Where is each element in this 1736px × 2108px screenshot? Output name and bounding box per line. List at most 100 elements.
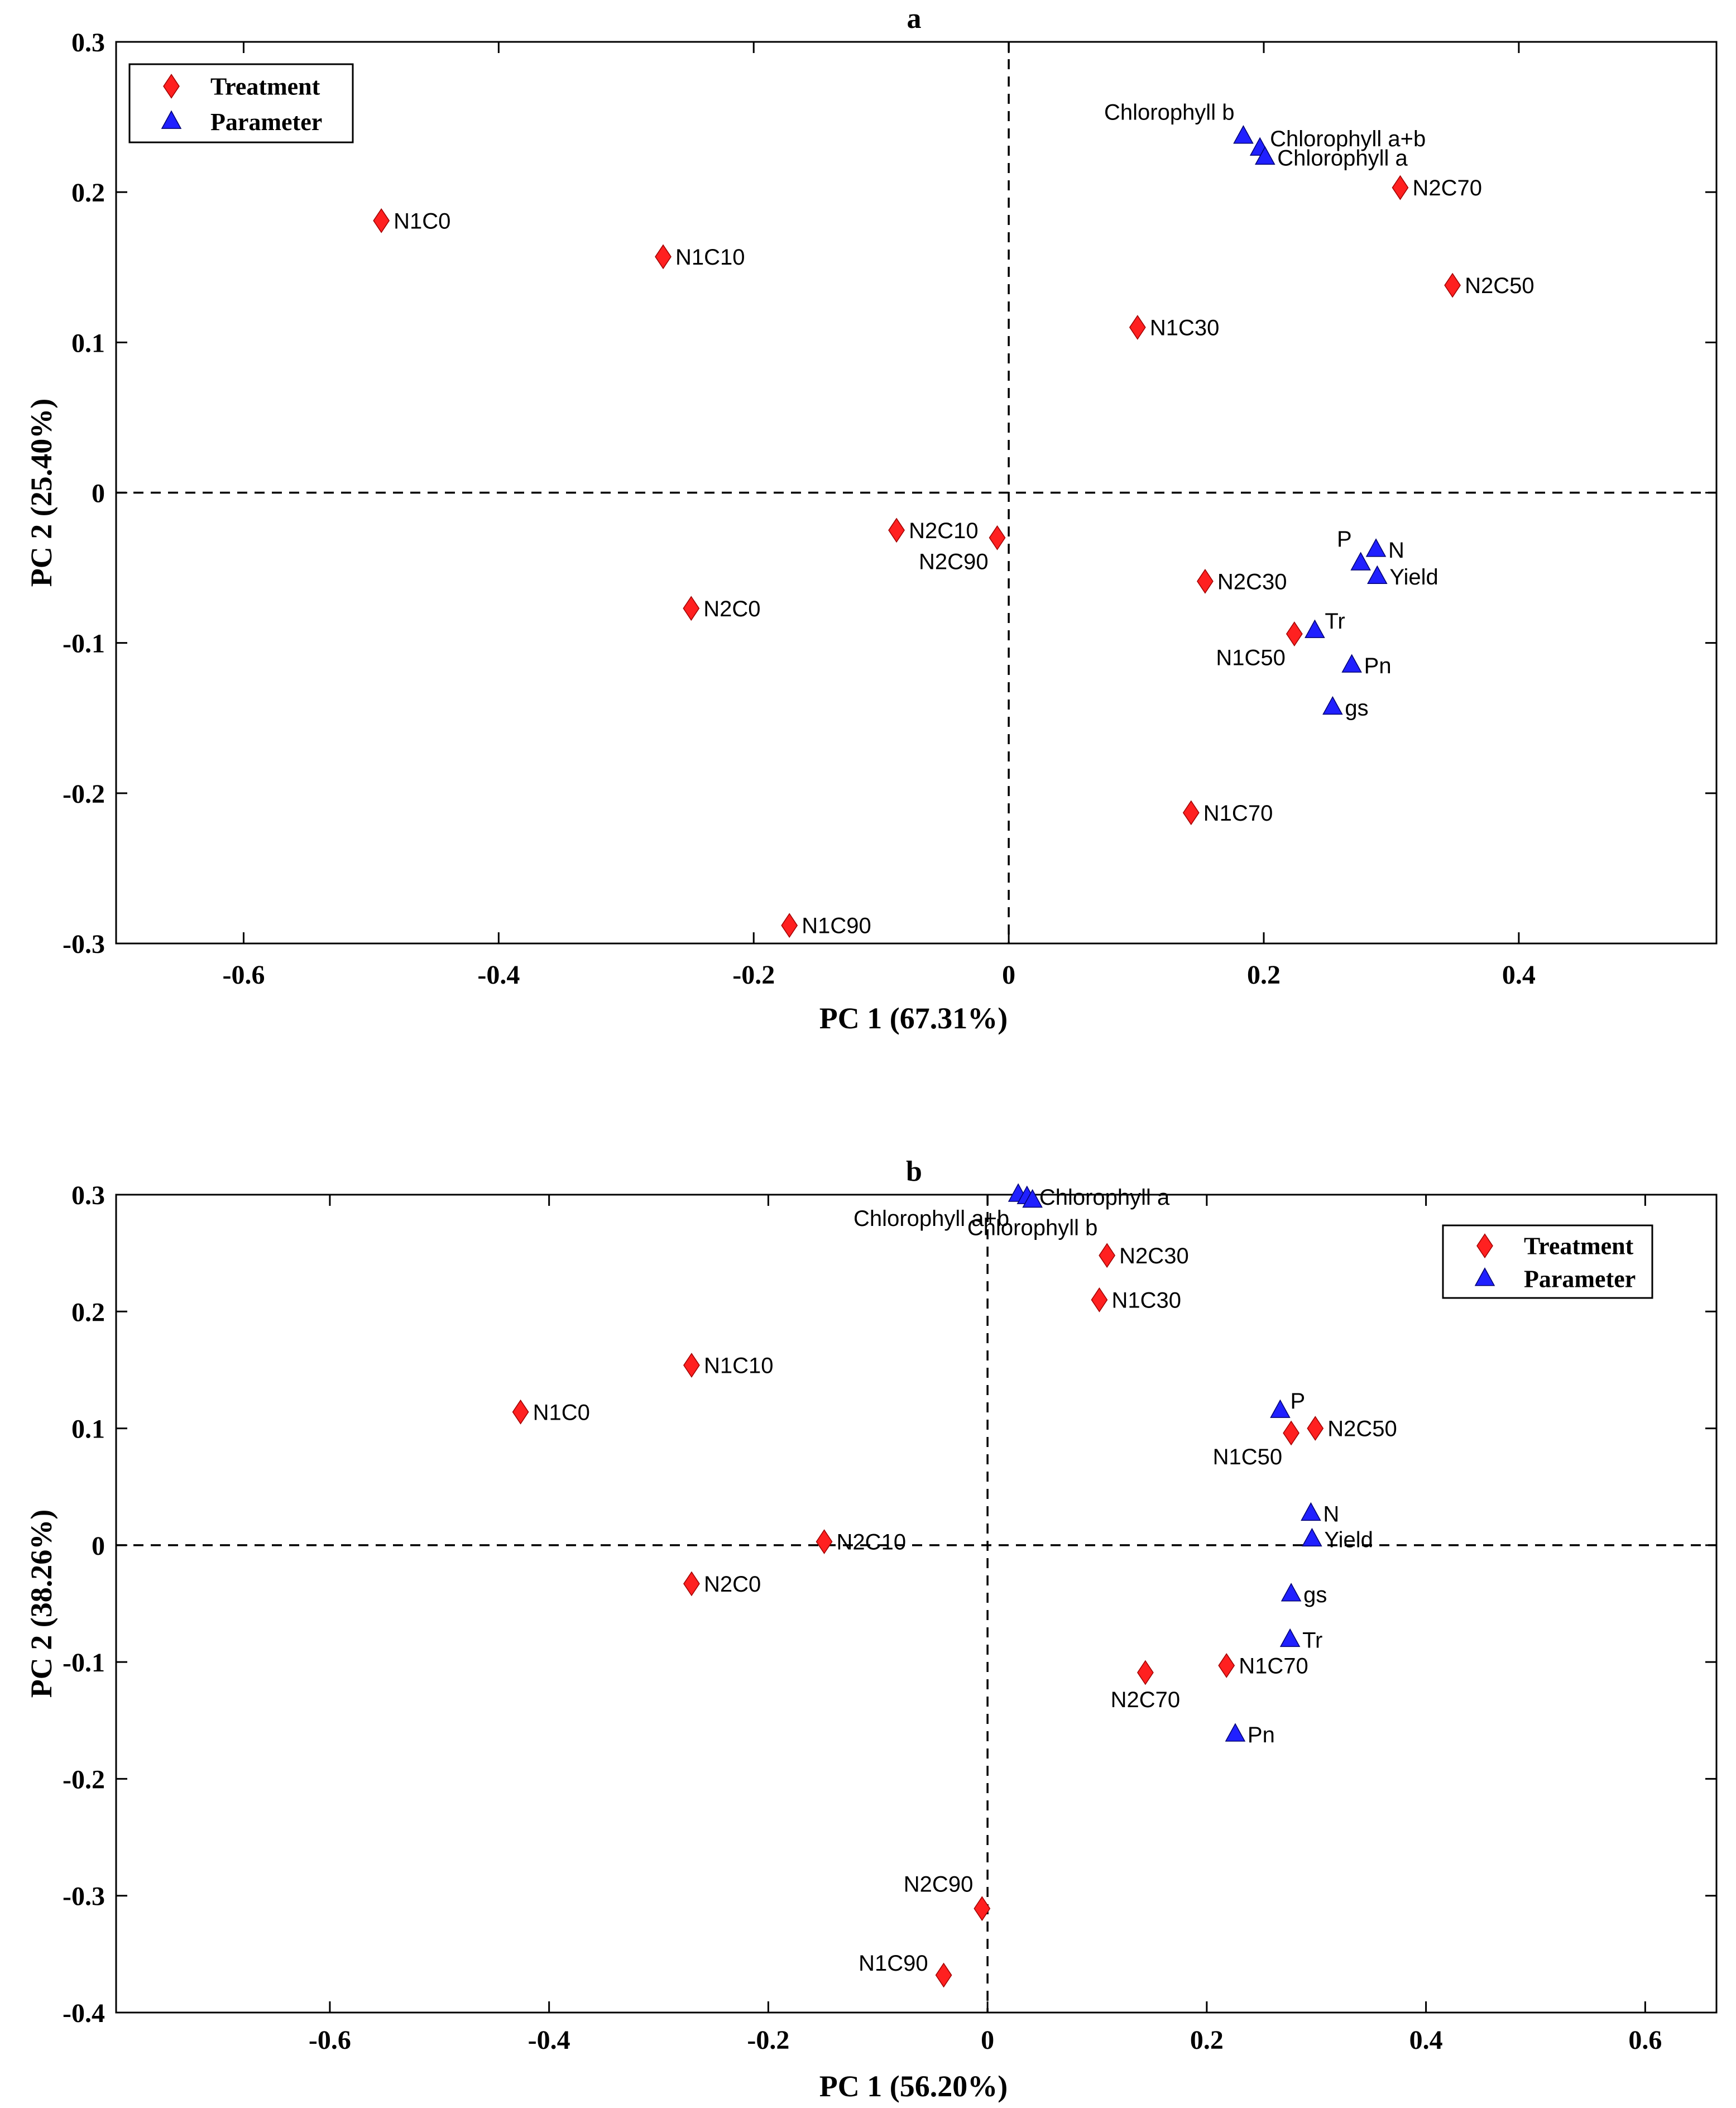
panel-a-treatment-point-n1c90 xyxy=(781,913,798,938)
panel-b-point-label-n2c70: N2C70 xyxy=(1111,1688,1181,1712)
panel-a-parameter-point-p xyxy=(1350,552,1371,571)
panel-a-x-tick-label: 0.2 xyxy=(1247,960,1281,990)
panel-a-point-label-n1c10: N1C10 xyxy=(675,245,745,270)
panel-b-y-tick-label: -0.1 xyxy=(63,1648,105,1678)
panel-a-treatment-point-n2c50 xyxy=(1444,272,1461,298)
panel-b-treatment-point-n2c50 xyxy=(1307,1416,1324,1441)
panel-b-parameter-point-chlorophyll-b xyxy=(1022,1189,1043,1208)
panel-a-y-tick-label: -0.1 xyxy=(63,629,105,659)
panel-a-treatment-point-n2c70 xyxy=(1392,175,1409,200)
panel-a-legend-label-parameter: Parameter xyxy=(210,108,322,136)
panel-b-y-tick-label: 0.1 xyxy=(71,1415,105,1444)
panel-b-treatment-point-n1c30 xyxy=(1091,1287,1108,1312)
panel-a-treatment-point-n1c10 xyxy=(655,244,672,270)
panel-a-chart: -0.6 -0.4 -0.2 0 0.2 0.4 -0.3 -0.2 -0.1 0 0.1 0.2 0.… xyxy=(25,3,1718,1035)
panel-a-treatment-point-n1c0 xyxy=(373,208,390,233)
panel-a-parameter-point-chlorophyll-a xyxy=(1255,146,1275,165)
panel-a-point-label-chlorophyll-a-b: Chlorophyll a+b xyxy=(1270,127,1426,151)
panel-a-point-label-n2c0: N2C0 xyxy=(703,597,760,621)
panel-b-plot-frame xyxy=(115,1194,1718,2014)
panel-b-parameter-point-pn xyxy=(1225,1723,1246,1742)
panel-b-y-tick-label: -0.4 xyxy=(63,1999,105,2028)
panel-a-legend-box xyxy=(128,63,354,143)
panel-a-x-axis-label: PC 1 (67.31%) xyxy=(819,1002,1008,1035)
panel-b-point-label-yield: Yield xyxy=(1324,1527,1373,1552)
panel-a-point-label-tr: Tr xyxy=(1325,609,1345,634)
panel-b-treatment-point-n1c90 xyxy=(935,1962,952,1988)
panel-a-point-label-n2c70: N2C70 xyxy=(1412,176,1482,200)
panel-b-parameter-point-gs xyxy=(1281,1583,1302,1602)
panel-a-y-tick-label: 0.2 xyxy=(71,178,105,208)
panel-b-legend-label-treatment: Treatment xyxy=(1524,1233,1634,1260)
panel-a-y-axis-label: PC 2 (25.40%) xyxy=(25,399,58,587)
panel-a-parameter-point-chlorophyll-b xyxy=(1233,125,1254,144)
panel-b-treatment-point-n2c70 xyxy=(1137,1660,1154,1685)
panel-b-point-label-chlorophyll-a: Chlorophyll a xyxy=(1039,1185,1170,1210)
panel-a-parameter-point-n xyxy=(1365,538,1387,557)
panel-b-treatment-point-n2c30 xyxy=(1099,1243,1116,1268)
panel-a-x-tick-label: 0 xyxy=(1002,960,1015,990)
panel-b-point-label-n1c70: N1C70 xyxy=(1239,1654,1308,1678)
panel-a-point-label-n1c50: N1C50 xyxy=(1216,646,1286,670)
panel-b-parameter-point-yield xyxy=(1302,1527,1322,1547)
panel-b-point-label-pn: Pn xyxy=(1248,1723,1275,1747)
panel-a-treatment-point-n2c90 xyxy=(989,525,1006,550)
panel-a-y-tick-label: 0 xyxy=(92,479,105,509)
panel-b-legend: Treatment Parameter xyxy=(1442,1224,1653,1299)
panel-b-point-label-n: N xyxy=(1323,1502,1339,1526)
panel-a-point-label-p: P xyxy=(1337,527,1352,552)
panel-a-x-tick-label: -0.2 xyxy=(732,960,775,990)
panel-a-legend-marker-treatment xyxy=(163,74,180,99)
panel-a-x-tick-label: -0.6 xyxy=(222,960,265,990)
panel-b-y-tick-label: -0.3 xyxy=(63,1882,105,1911)
panel-b-treatment-point-n1c0 xyxy=(512,1399,529,1425)
panel-a-parameter-point-pn xyxy=(1341,654,1362,673)
panel-b-point-label-n2c0: N2C0 xyxy=(704,1572,761,1597)
panel-a-point-label-n2c30: N2C30 xyxy=(1217,569,1287,594)
panel-b-x-axis-label: PC 1 (56.20%) xyxy=(819,2069,1008,2103)
panel-b-legend-marker-parameter xyxy=(1474,1267,1495,1286)
panel-b-treatment-point-n1c70 xyxy=(1218,1653,1235,1678)
panel-b-point-label-n1c90: N1C90 xyxy=(859,1951,928,1976)
panel-a-point-label-chlorophyll-b: Chlorophyll b xyxy=(1104,100,1234,125)
panel-a-point-label-n1c0: N1C0 xyxy=(394,209,450,233)
panel-b-point-label-n2c30: N2C30 xyxy=(1119,1244,1189,1268)
panel-b-point-label-n1c10: N1C10 xyxy=(704,1354,774,1378)
panel-b-point-label-n2c90: N2C90 xyxy=(904,1872,973,1897)
panel-a-y-tick-label: -0.2 xyxy=(63,779,105,809)
panel-b-x-tick-label: -0.4 xyxy=(528,2025,570,2055)
panel-b-parameter-point-p xyxy=(1270,1399,1291,1418)
panel-a-treatment-point-n1c50 xyxy=(1286,621,1303,646)
panel-b-x-tick-label: -0.6 xyxy=(309,2025,351,2055)
panel-b-point-label-p: P xyxy=(1290,1389,1305,1414)
panel-b-y-axis-label: PC 2 (38.26%) xyxy=(25,1510,58,1698)
panel-a-x-tick-label: 0.4 xyxy=(1502,960,1536,990)
panel-b-treatment-point-n2c0 xyxy=(683,1571,700,1597)
panel-a-point-label-n2c90: N2C90 xyxy=(919,549,989,574)
panel-b-point-label-tr: Tr xyxy=(1302,1628,1322,1652)
panel-b-y-tick-label: 0.3 xyxy=(71,1181,105,1210)
panel-b-parameter-point-n xyxy=(1301,1502,1321,1521)
panel-b-point-label-n1c50: N1C50 xyxy=(1213,1445,1283,1469)
panel-b-y-tick-label: 0 xyxy=(92,1531,105,1561)
panel-b-point-label-n1c30: N1C30 xyxy=(1111,1288,1181,1312)
panel-b-chart: -0.6 -0.4 -0.2 0 0.2 0.4 0.6 -0.4 -0.3 -0.2 -0.1 0 0… xyxy=(25,1156,1718,2103)
panel-a-treatment-point-n1c70 xyxy=(1182,800,1200,826)
panel-a-parameter-point-tr xyxy=(1305,619,1325,638)
panel-b-x-tick-label: 0 xyxy=(981,2025,994,2055)
panel-a-point-label-n1c30: N1C30 xyxy=(1150,315,1220,340)
panel-a-x-tick-label: -0.4 xyxy=(477,960,520,990)
panel-a-point-label-pn: Pn xyxy=(1364,654,1392,678)
panel-a-point-label-n: N xyxy=(1388,538,1404,563)
panel-b-parameter-point-tr xyxy=(1279,1628,1301,1647)
panel-a-y-tick-label: 0.1 xyxy=(71,328,105,358)
panel-a-point-label-n1c70: N1C70 xyxy=(1203,801,1273,826)
panel-b-treatment-point-n1c50 xyxy=(1283,1420,1299,1446)
panel-b-y-tick-label: -0.2 xyxy=(63,1765,105,1794)
panel-b-y-tick-label: 0.2 xyxy=(71,1297,105,1327)
panel-b-title: b xyxy=(906,1156,922,1187)
panel-a-legend-marker-parameter xyxy=(161,110,182,129)
panel-a-point-label-n2c50: N2C50 xyxy=(1465,274,1534,298)
panel-b-point-label-gs: gs xyxy=(1303,1583,1327,1607)
